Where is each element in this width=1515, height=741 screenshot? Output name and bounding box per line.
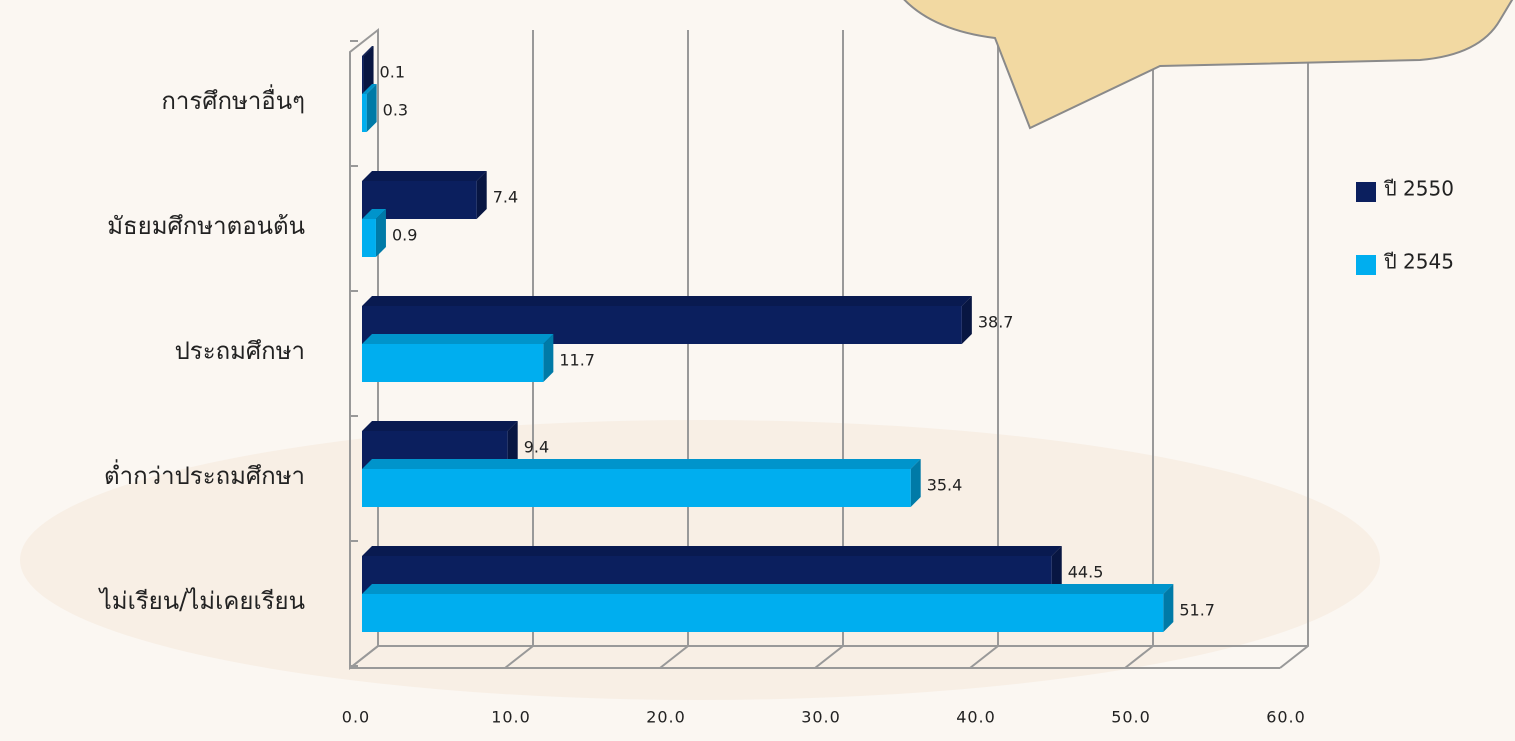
grid-line: [1279, 30, 1309, 669]
data-label: 0.3: [383, 101, 408, 120]
data-label: 11.7: [559, 351, 595, 370]
bar-side: [1051, 546, 1062, 594]
bar-side: [543, 334, 554, 382]
data-label: 38.7: [978, 313, 1014, 332]
bar-side: [375, 209, 386, 257]
bar-top: [362, 584, 1174, 594]
bar-side: [1163, 584, 1174, 632]
bar-top: [362, 46, 374, 56]
grid-line: [1124, 30, 1154, 669]
data-label: 7.4: [493, 188, 518, 207]
bar-side: [507, 421, 518, 469]
bar: [362, 469, 911, 507]
bar: [362, 94, 367, 132]
bar-top: [362, 171, 487, 181]
category-label: ประถมศึกษา: [175, 337, 305, 365]
x-tick-label: 0.0: [342, 708, 370, 727]
data-label: 0.9: [392, 226, 417, 245]
bar-top: [362, 334, 554, 344]
category-label: ไม่เรียน/ไม่เคยเรียน: [98, 587, 305, 615]
bar-side: [961, 296, 972, 344]
category-label: มัธยมศึกษาตอนต้น: [107, 212, 305, 240]
bar: [362, 344, 544, 382]
data-label: 44.5: [1068, 563, 1104, 582]
x-tick-label: 30.0: [801, 708, 841, 727]
x-tick-label: 10.0: [491, 708, 531, 727]
grid-line: [969, 30, 999, 669]
bar-top: [362, 296, 972, 306]
category-label: การศึกษาอื่นๆ: [161, 84, 305, 115]
legend-swatch: [1356, 255, 1376, 275]
bar-side: [366, 84, 377, 132]
grid-line: [504, 30, 534, 669]
bar-side: [363, 46, 374, 94]
category-label: ต่ำกว่าประถมศึกษา: [104, 459, 305, 490]
speech-bubble: [903, 0, 1514, 130]
data-label: 51.7: [1179, 601, 1215, 620]
bar: [362, 56, 364, 94]
legend-label: ปี 2550: [1384, 177, 1454, 201]
bar: [362, 219, 376, 257]
bar-side: [476, 171, 487, 219]
x-tick-label: 20.0: [646, 708, 686, 727]
bar-top: [362, 459, 921, 469]
data-label: 0.1: [380, 63, 405, 82]
bar-top: [362, 209, 386, 219]
x-tick-label: 50.0: [1111, 708, 1151, 727]
legend-swatch: [1356, 182, 1376, 202]
grid-line: [814, 30, 844, 669]
x-tick-label: 40.0: [956, 708, 996, 727]
bar-side: [910, 459, 921, 507]
data-label: 9.4: [524, 438, 549, 457]
x-tick-label: 60.0: [1266, 708, 1306, 727]
data-label: 35.4: [927, 476, 963, 495]
grid-line: [659, 30, 689, 669]
plot-area: 0.0 10.0 20.0 30.0 40.0 50.0 60.0 การศึกษาอื่นๆ…: [98, 27, 1454, 727]
legend-label: ปี 2545: [1384, 250, 1454, 274]
bar-top: [362, 546, 1062, 556]
bar: [362, 594, 1164, 632]
bar-top: [362, 421, 518, 431]
bar-top: [362, 84, 377, 94]
